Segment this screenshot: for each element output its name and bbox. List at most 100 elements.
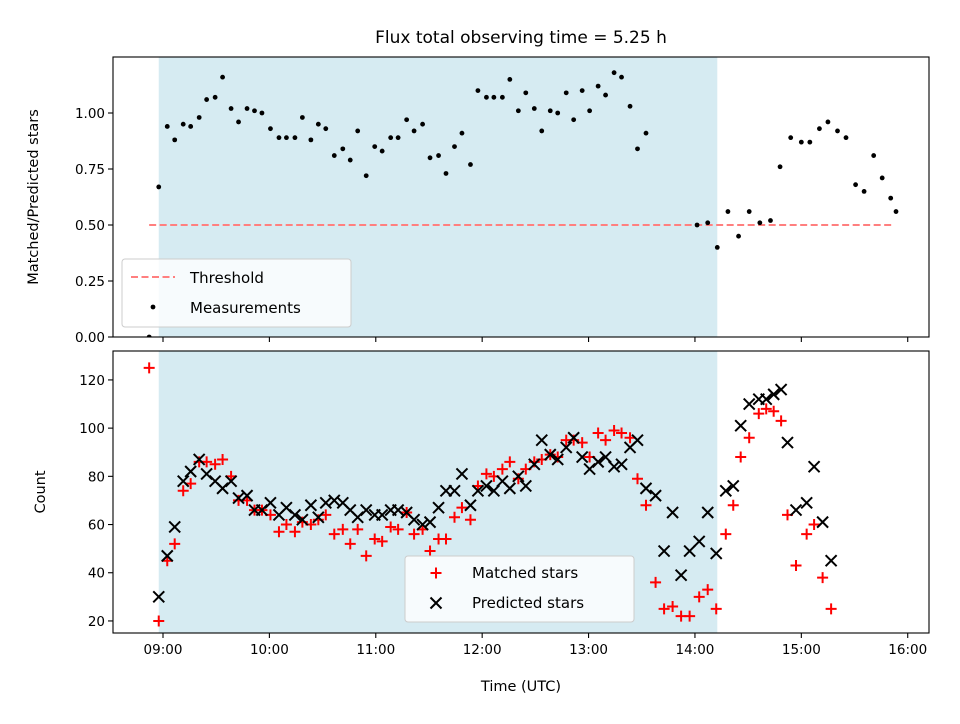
measurement-point	[835, 128, 840, 134]
measurement-point	[571, 117, 577, 123]
predicted-star-marker	[760, 392, 773, 406]
measurement-point	[746, 209, 752, 214]
predicted-star-marker	[288, 508, 302, 522]
matched-star-marker	[702, 584, 714, 596]
measurement-point	[252, 108, 257, 114]
predicted-star-marker	[781, 436, 794, 449]
y-tick-label: 0.25	[75, 274, 105, 290]
measurement-point	[871, 153, 877, 158]
matched-star-marker	[710, 603, 722, 615]
predicted-star-marker	[727, 479, 740, 493]
measurement-point	[315, 121, 321, 127]
y-tick-label: 0.00	[75, 330, 105, 346]
matched-star-marker	[143, 362, 155, 374]
legend-predicted-label: Predicted stars	[472, 594, 584, 612]
measurement-point	[861, 189, 867, 194]
predicted-star-marker	[448, 484, 461, 498]
measurement-point	[204, 97, 210, 102]
matched-star-marker	[608, 425, 620, 437]
plot-area	[146, 70, 899, 337]
predicted-star-marker	[184, 465, 197, 478]
predicted-star-marker	[224, 474, 238, 488]
measurement-point	[725, 209, 731, 214]
predicted-star-marker	[560, 441, 573, 454]
measurement-point	[259, 110, 265, 116]
predicted-star-marker	[192, 453, 206, 466]
predicted-star-marker	[359, 503, 373, 517]
matched-star-marker	[817, 572, 829, 584]
measurement-point	[611, 70, 617, 76]
predicted-star-marker	[789, 503, 803, 517]
measurement-point	[714, 245, 720, 250]
matched-star-marker	[735, 451, 747, 463]
predicted-star-marker	[512, 470, 525, 483]
matched-star-marker	[693, 591, 705, 603]
matched-star-marker	[616, 427, 628, 439]
measurement-point	[388, 135, 394, 141]
predicted-star-marker	[432, 501, 445, 514]
measurement-point	[523, 90, 529, 96]
matched-star-marker	[449, 511, 461, 523]
legend: Matched stars Predicted stars	[404, 555, 635, 623]
measurement-point	[879, 175, 885, 181]
measurement-point	[736, 233, 741, 239]
measurement-point	[372, 144, 378, 150]
predicted-star-marker	[567, 431, 580, 444]
matched-star-marker	[360, 550, 372, 562]
measurement-point	[643, 130, 649, 136]
measurement-point	[515, 108, 521, 114]
legend-threshold-label: Threshold	[189, 269, 264, 287]
measurement-point	[180, 121, 186, 127]
matched-star-marker	[480, 468, 492, 480]
predicted-star-marker	[615, 458, 628, 471]
matched-star-marker	[504, 456, 516, 468]
measurement-point	[555, 110, 561, 116]
matched-star-marker	[592, 427, 604, 439]
measurement-point	[563, 90, 569, 96]
matched-star-marker	[743, 432, 755, 444]
legend-predicted-swatch	[429, 596, 443, 610]
matched-star-marker	[328, 528, 340, 540]
measurement-point	[172, 137, 178, 143]
measurement-point	[817, 126, 822, 132]
predicted-star-marker	[816, 515, 829, 529]
predicted-star-marker	[607, 460, 621, 473]
measurement-point	[595, 83, 601, 89]
measurement-point	[355, 128, 361, 134]
matched-star-marker	[825, 603, 837, 615]
matched-star-marker	[753, 408, 765, 420]
matched-star-marker	[280, 519, 292, 531]
matched-star-marker	[667, 600, 679, 612]
measurement-point	[893, 209, 899, 214]
predicted-star-marker	[701, 506, 714, 519]
matched-star-marker	[177, 485, 189, 497]
predicted-star-marker	[503, 482, 517, 495]
measurement-point	[443, 171, 449, 176]
matched-star-marker	[424, 545, 436, 557]
measurement-point	[807, 139, 813, 145]
top-panel: 0.00 0.25 0.50 0.75 1.00 Matched/Predicted st…	[26, 56, 930, 346]
measurement-point	[507, 77, 513, 82]
matched-star-marker	[369, 533, 381, 545]
predicted-star-marker	[591, 455, 605, 469]
measurement-point	[768, 218, 773, 223]
matched-star-marker	[337, 523, 349, 535]
measurement-point	[705, 220, 711, 226]
predicted-star-marker	[631, 433, 644, 447]
measurement-point	[220, 74, 225, 80]
measurement-point	[547, 108, 553, 114]
matched-star-marker	[808, 519, 820, 531]
y-tick-label: 1.00	[75, 106, 105, 122]
legend: Threshold Measurements	[121, 258, 352, 328]
predicted-star-marker	[639, 482, 653, 495]
matched-star-marker	[385, 521, 397, 533]
legend-measurements-swatch	[150, 304, 156, 310]
plot-area	[143, 362, 838, 627]
predicted-star-marker	[455, 467, 469, 481]
measurement-point	[411, 128, 417, 134]
measurement-point	[299, 115, 305, 120]
measurement-point	[268, 126, 273, 132]
matched-star-marker	[727, 499, 739, 511]
predicted-star-marker	[304, 499, 318, 512]
